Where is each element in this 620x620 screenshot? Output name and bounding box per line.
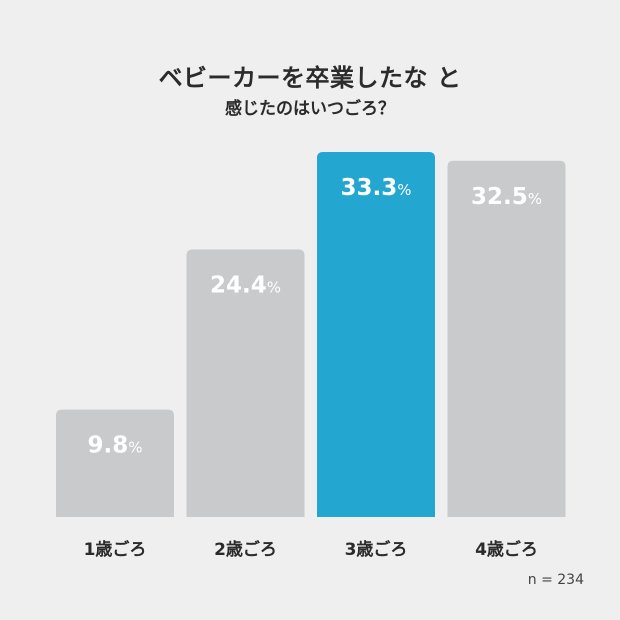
category-label-4: 4歳ごろ xyxy=(475,539,538,560)
category-label-1: 1歳ごろ xyxy=(84,539,147,560)
value-label-2: 24.4% xyxy=(210,273,281,299)
bar-3 xyxy=(317,152,435,517)
bar-1 xyxy=(56,409,174,517)
value-label-3: 33.3% xyxy=(340,175,411,201)
chart-title-line1: ベビーカーを卒業したな と xyxy=(158,64,462,92)
value-label-4: 32.5% xyxy=(471,184,542,210)
bar-4 xyxy=(447,160,566,517)
category-label-3: 3歳ごろ xyxy=(345,539,408,560)
value-label-1: 9.8% xyxy=(87,433,142,459)
bar-2 xyxy=(186,249,305,517)
sample-size-note: n = 234 xyxy=(527,572,584,588)
category-label-2: 2歳ごろ xyxy=(214,539,277,560)
chart-title-line2: 感じたのはいつごろ？ xyxy=(225,99,395,119)
